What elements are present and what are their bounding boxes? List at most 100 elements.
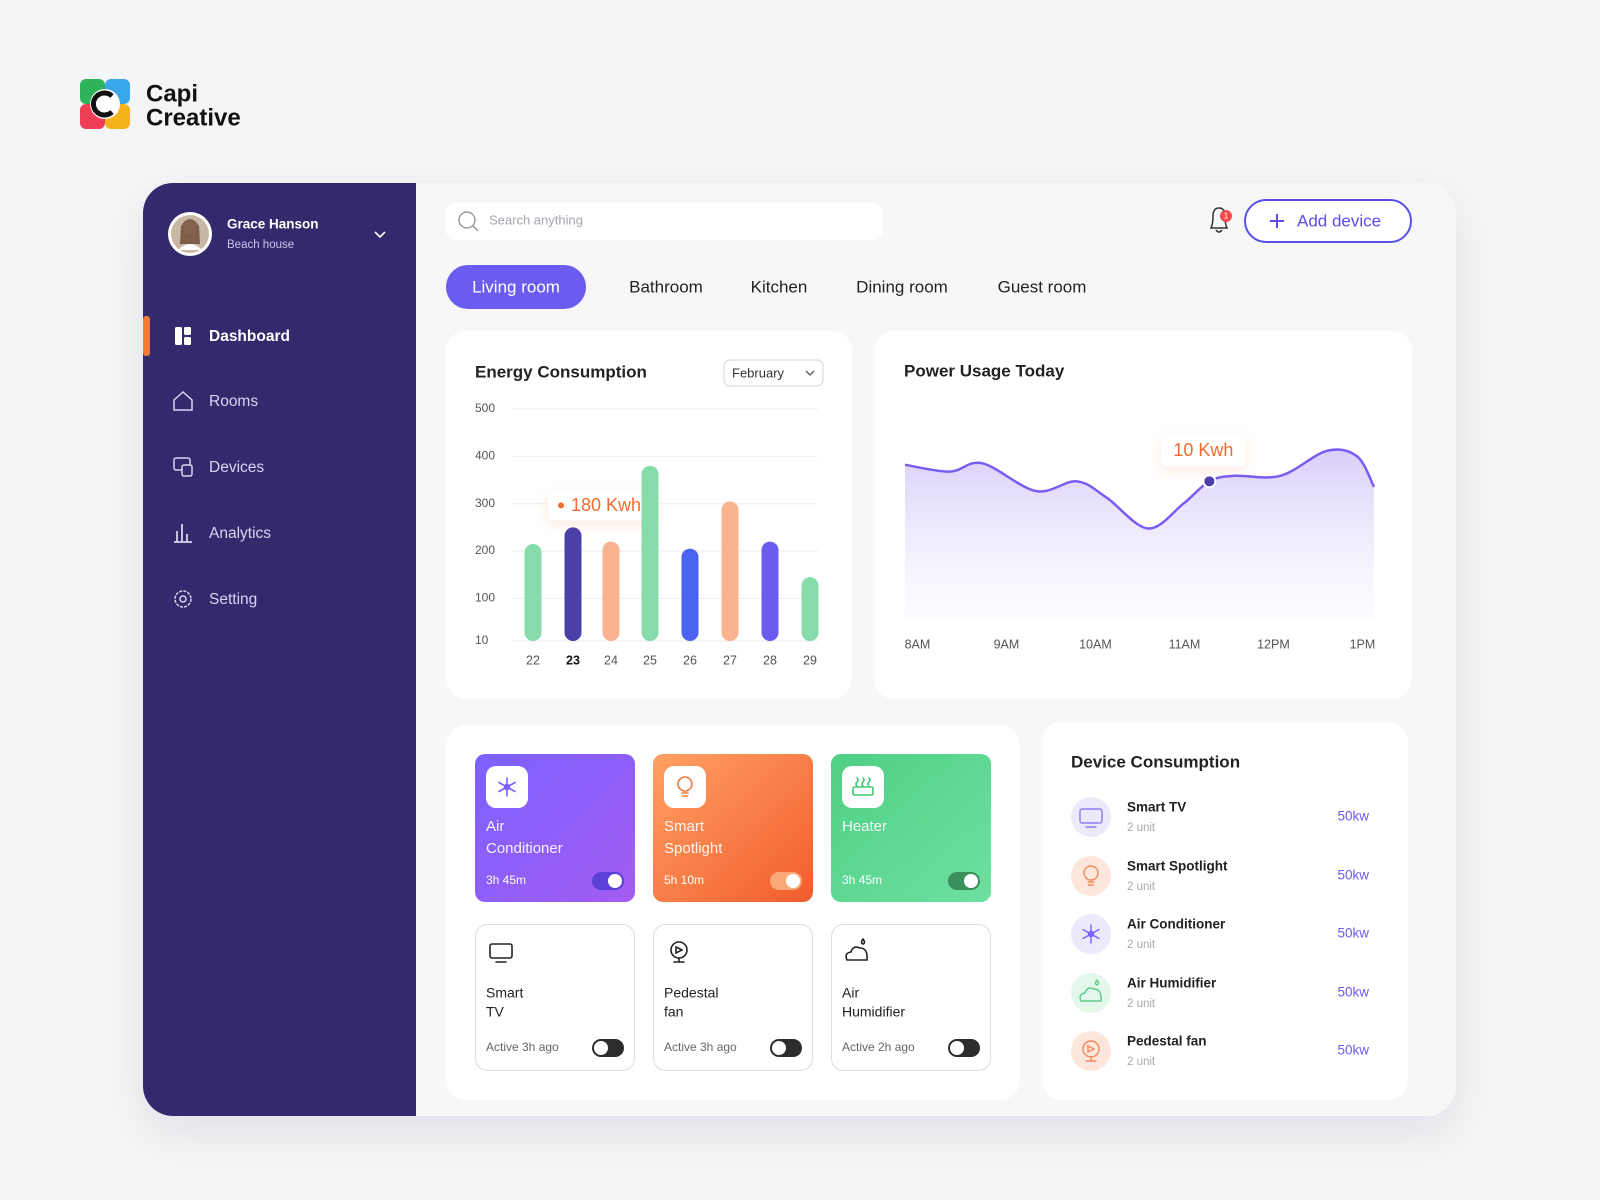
x-tick-label: 26 bbox=[683, 653, 697, 667]
nav-item[interactable]: Rooms bbox=[209, 393, 258, 410]
bar bbox=[564, 527, 582, 641]
x-tick-label: 1PM bbox=[1350, 637, 1376, 651]
user-menu-chevron[interactable] bbox=[374, 231, 386, 239]
room-tab[interactable]: Guest room bbox=[998, 277, 1087, 296]
nav-icon bbox=[184, 327, 191, 335]
brand-name: Capi bbox=[146, 80, 198, 107]
device-icon-bg bbox=[664, 766, 706, 808]
icon bbox=[1082, 924, 1100, 944]
device-name: fan bbox=[664, 1004, 683, 1020]
consumption-count: 2 unit bbox=[1127, 998, 1156, 1010]
nav-icon bbox=[173, 390, 193, 411]
consumption-name: Air Humidifier bbox=[1127, 976, 1217, 991]
x-tick-label: 27 bbox=[723, 653, 737, 667]
period-label: February bbox=[732, 365, 785, 380]
tooltip-label: 180 Kwh bbox=[571, 495, 641, 515]
device-name: Humidifier bbox=[842, 1004, 905, 1020]
nav-item[interactable]: Devices bbox=[209, 459, 264, 476]
device-tile[interactable] bbox=[831, 924, 991, 1071]
tooltip-label: 10 Kwh bbox=[1173, 440, 1233, 460]
nav-item[interactable]: Dashboard bbox=[209, 328, 290, 345]
search-icon bbox=[458, 211, 476, 229]
search-placeholder: Search anything bbox=[489, 212, 583, 227]
search-box[interactable] bbox=[446, 203, 883, 240]
x-tick-label: 29 bbox=[803, 653, 817, 667]
x-tick-label: 28 bbox=[763, 653, 777, 667]
device-name: Conditioner bbox=[486, 840, 563, 857]
bar bbox=[524, 543, 542, 641]
icon bbox=[1079, 808, 1103, 824]
tooltip-dot bbox=[558, 502, 564, 509]
icon bbox=[845, 938, 868, 961]
icon bbox=[1079, 979, 1102, 1002]
consumption-usage: 50kw bbox=[1337, 868, 1369, 883]
y-tick-label: 300 bbox=[475, 496, 495, 510]
consumption-icon-bg bbox=[1071, 797, 1111, 837]
device-name: Pedestal bbox=[664, 985, 718, 1001]
icon bbox=[498, 777, 516, 797]
tooltip bbox=[548, 490, 655, 521]
period-dropdown[interactable] bbox=[723, 359, 824, 387]
search-icon bbox=[472, 225, 479, 232]
toggle-knob bbox=[964, 874, 978, 888]
chart-title: Power Usage Today bbox=[904, 361, 1065, 380]
y-tick-label: 500 bbox=[475, 401, 495, 415]
consumption-count: 2 unit bbox=[1127, 939, 1156, 951]
device-name: Smart bbox=[664, 818, 705, 835]
toggle-knob bbox=[594, 1041, 608, 1055]
icon bbox=[489, 943, 513, 959]
device-tile[interactable] bbox=[653, 924, 813, 1071]
consumption-icon-bg bbox=[1071, 856, 1111, 896]
icon bbox=[852, 786, 874, 796]
y-tick-label: 10 bbox=[475, 633, 489, 647]
brand-name: Creative bbox=[146, 104, 241, 131]
consumption-usage: 50kw bbox=[1337, 809, 1369, 824]
toggle-knob bbox=[772, 1041, 786, 1055]
room-tab[interactable]: Kitchen bbox=[751, 277, 808, 296]
sidebar bbox=[143, 183, 416, 1116]
logo bbox=[80, 79, 130, 129]
add-device-button[interactable] bbox=[1244, 199, 1412, 243]
consumption-count: 2 unit bbox=[1127, 881, 1156, 893]
nav-icon bbox=[174, 524, 192, 543]
nav-icon bbox=[174, 590, 192, 608]
x-tick-label: 24 bbox=[604, 653, 618, 667]
area bbox=[905, 449, 1374, 620]
x-tick-label: 22 bbox=[526, 653, 540, 667]
room-tab[interactable]: Bathroom bbox=[629, 277, 703, 296]
bar bbox=[721, 501, 739, 641]
consumption-title: Device Consumption bbox=[1071, 752, 1240, 771]
icon bbox=[1087, 881, 1095, 886]
nav-icon bbox=[175, 327, 182, 345]
tab-active-bg[interactable] bbox=[446, 265, 586, 309]
user-place: Beach house bbox=[227, 239, 294, 251]
nav-icon bbox=[181, 464, 193, 477]
add-device-label: Add device bbox=[1297, 211, 1381, 230]
device-name: Spotlight bbox=[664, 840, 723, 857]
icon bbox=[1087, 930, 1095, 938]
consumption-icon-bg bbox=[1071, 973, 1111, 1013]
device-tile[interactable] bbox=[475, 924, 635, 1071]
x-tick-label: 9AM bbox=[994, 637, 1020, 651]
nav-icon bbox=[179, 595, 187, 603]
bell[interactable] bbox=[1209, 207, 1232, 233]
user-name: Grace Hanson bbox=[227, 217, 319, 232]
y-tick-label: 100 bbox=[475, 591, 495, 605]
room-tab[interactable]: Dining room bbox=[856, 277, 948, 296]
device-status: Active 2h ago bbox=[842, 1040, 915, 1054]
device-status: Active 3h ago bbox=[664, 1040, 737, 1054]
icon bbox=[1083, 865, 1099, 881]
device-name: TV bbox=[486, 1004, 505, 1020]
nav-item[interactable]: Analytics bbox=[209, 525, 271, 542]
x-tick-label: 10AM bbox=[1079, 637, 1112, 651]
bar bbox=[801, 577, 819, 641]
device-status: 5h 10m bbox=[664, 873, 704, 887]
nav-icon bbox=[184, 337, 191, 345]
device-status: 3h 45m bbox=[842, 873, 882, 887]
nav-item[interactable]: Setting bbox=[209, 591, 257, 608]
device-name: Air bbox=[486, 818, 504, 835]
icon bbox=[681, 792, 689, 797]
room-tab[interactable]: Living room bbox=[472, 277, 560, 296]
y-tick-label: 200 bbox=[475, 543, 495, 557]
